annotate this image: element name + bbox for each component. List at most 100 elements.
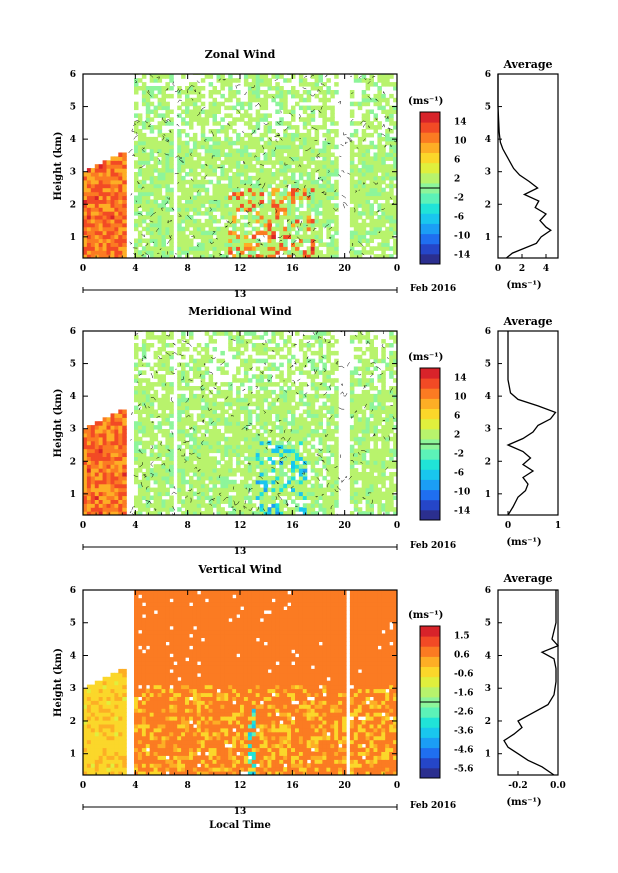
colorbar-swatch	[420, 418, 440, 430]
x-tick-label: 20	[338, 521, 351, 531]
colorbar-swatch	[420, 489, 440, 501]
colorbar-swatch	[420, 757, 440, 769]
colorbar-tick-label: 10	[454, 137, 467, 147]
y-tick-label: 3	[70, 425, 76, 435]
colorbar-swatch	[420, 193, 440, 204]
colorbar-tick-label: 6	[454, 412, 460, 422]
x-tick-label: 4	[132, 264, 138, 274]
average-y-tick-label: 1	[485, 490, 491, 500]
colorbar-tick-label: 2	[454, 175, 460, 185]
wind-field-0	[83, 74, 397, 258]
colorbar-tick-label: -1.6	[454, 689, 473, 699]
average-profile-line	[497, 74, 552, 259]
x-tick-label: 4	[132, 521, 138, 531]
colorbar-tick-label: -14	[454, 507, 470, 517]
y-tick-label: 3	[70, 684, 76, 694]
y-tick-label: 5	[70, 619, 76, 629]
colorbar-swatch	[420, 203, 440, 214]
x-tick-label: 12	[234, 781, 247, 791]
colorbar-swatch	[420, 172, 440, 184]
average-y-tick-label: 2	[485, 457, 491, 467]
y-tick-label: 5	[70, 360, 76, 370]
colorbar-swatch	[420, 636, 440, 647]
colorbar-swatch	[420, 767, 440, 779]
x-tick-label: 8	[185, 521, 191, 531]
colorbar-tick-label: 6	[454, 156, 460, 166]
average-y-tick-label: 5	[485, 619, 491, 629]
wind-field-2	[83, 590, 397, 775]
average-y-tick-label: 3	[485, 425, 491, 435]
average-x-tick-label: 1	[555, 521, 561, 531]
y-tick-label: 2	[70, 457, 76, 467]
average-frame	[497, 73, 559, 259]
colorbar-swatch	[420, 378, 440, 389]
x-tick-label: 0	[80, 521, 86, 531]
colorbar-tick-label: 0.6	[454, 651, 470, 661]
colorbar-tick-label: -4.6	[454, 746, 473, 756]
colorbar-swatch	[420, 459, 440, 470]
average-x-tick-label: 0	[505, 521, 511, 531]
y-tick-label: 5	[70, 103, 76, 113]
colorbar-swatch	[420, 428, 440, 440]
colorbar-tick-label: -2	[454, 450, 464, 460]
colorbar-swatch	[420, 368, 440, 379]
y-tick-label: 6	[70, 586, 76, 596]
y-tick-label: 2	[70, 200, 76, 210]
colorbar-swatch	[420, 646, 440, 657]
x-tick-label: 16	[286, 781, 299, 791]
average-y-tick-label: 2	[485, 717, 491, 727]
y-tick-label: 4	[70, 392, 76, 402]
y-tick-label: 6	[70, 70, 76, 80]
x-tick-label: 16	[286, 264, 299, 274]
colorbar-swatch	[420, 233, 440, 245]
average-y-tick-label: 6	[485, 586, 491, 596]
x-tick-label: 0	[80, 781, 86, 791]
average-profile-line	[506, 331, 557, 516]
average-y-tick-label: 5	[485, 360, 491, 370]
x-tick-label: 0	[394, 264, 400, 274]
colorbar-unit-label: (ms⁻¹)	[408, 96, 443, 107]
colorbar-unit-label: (ms⁻¹)	[408, 352, 443, 363]
colorbar-swatch	[420, 626, 440, 637]
average-x-label: (ms⁻¹)	[506, 797, 541, 808]
y-axis-label: Height (km)	[53, 648, 64, 717]
colorbar-swatch	[420, 142, 440, 153]
date-label: 13	[234, 290, 247, 300]
contour-lines-1	[129, 331, 395, 515]
x-tick-label: 0	[80, 264, 86, 274]
colorbar-swatch	[420, 162, 440, 174]
colorbar-swatch	[420, 223, 440, 235]
colorbar-swatch	[420, 469, 440, 480]
average-y-tick-label: 2	[485, 200, 491, 210]
average-title: Average	[502, 315, 552, 328]
colorbar-swatch	[420, 686, 440, 698]
colorbar-swatch	[420, 509, 440, 521]
y-tick-label: 4	[70, 651, 76, 661]
average-y-tick-label: 4	[485, 392, 491, 402]
y-tick-label: 1	[70, 750, 76, 760]
month-label: Feb 2016	[410, 541, 456, 551]
average-y-tick-label: 6	[485, 70, 491, 80]
average-x-tick-label: 2	[519, 264, 525, 274]
colorbar-swatch	[420, 213, 440, 224]
average-x-label: (ms⁻¹)	[506, 537, 541, 548]
colorbar-swatch	[420, 666, 440, 678]
y-tick-label: 1	[70, 233, 76, 243]
y-tick-label: 4	[70, 135, 76, 145]
colorbar-tick-label: 14	[454, 374, 467, 384]
average-y-tick-label: 4	[485, 651, 491, 661]
colorbar-tick-label: -6	[454, 469, 464, 479]
average-x-tick-label: 0	[495, 264, 501, 274]
colorbar-swatch	[420, 499, 440, 511]
average-x-tick-label: 4	[543, 264, 549, 274]
average-y-tick-label: 6	[485, 327, 491, 337]
average-y-tick-label: 3	[485, 684, 491, 694]
colorbar-tick-label: 14	[454, 118, 467, 128]
date-label: 13	[234, 807, 247, 817]
average-x-tick-label: -0.2	[508, 781, 527, 791]
colorbar-tick-label: -3.6	[454, 727, 473, 737]
average-frame	[497, 330, 559, 516]
x-tick-label: 16	[286, 521, 299, 531]
colorbar-swatch	[420, 747, 440, 759]
colorbar-tick-label: -5.6	[454, 765, 473, 775]
